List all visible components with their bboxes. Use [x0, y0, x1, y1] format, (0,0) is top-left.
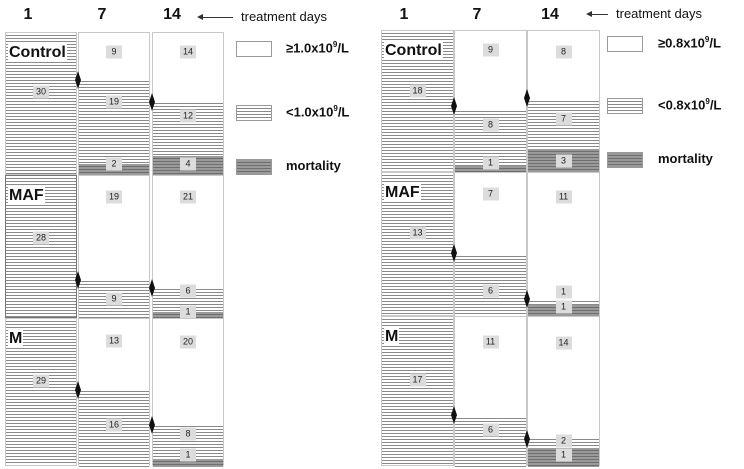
control-day1-low-count: 18	[409, 84, 426, 98]
group-label-m-right: M	[384, 328, 400, 346]
maf-day7-to-14-transition-marker	[524, 290, 530, 308]
legend-unit: /L	[337, 104, 350, 120]
m-day7-low-count: 6	[482, 423, 499, 437]
day-header-14-right: 14	[541, 6, 559, 23]
maf-day7-to-14-transition-marker	[149, 279, 155, 297]
legend-label-text: ≥0.8x10	[658, 35, 705, 51]
legend-exponent: 9	[333, 104, 338, 113]
m-day14-mortality-count: 1	[555, 448, 572, 462]
m-day14-normal-count: 20	[180, 335, 196, 349]
maf-day1-to-7-transition-marker	[75, 271, 81, 289]
maf-day1-to-7-transition-marker	[451, 244, 457, 262]
maf-day7-normal-count: 7	[482, 187, 499, 201]
control-day14-normal-count: 14	[180, 45, 196, 59]
legend-label-1-right: <0.8x109/L	[658, 97, 721, 112]
legend-unit: /L	[337, 40, 349, 56]
group-label-m-left: M	[8, 330, 24, 348]
control-day7-low-fill	[79, 79, 149, 164]
m-day7-normal-count: 13	[106, 334, 122, 348]
control-day7-to-14-transition-marker	[149, 93, 155, 111]
group-label-control-left: Control	[8, 44, 67, 62]
day-header-1-left: 1	[23, 6, 33, 23]
treatment-arrow-head-right	[586, 11, 592, 17]
maf-day14-normal-count: 11	[555, 190, 572, 204]
treatment-arrow-head-left	[197, 14, 203, 20]
legend-hatched-box-right	[607, 98, 643, 114]
legend-label-0-right: ≥0.8x109/L	[658, 35, 721, 50]
treatment-days-label-left: treatment days	[241, 9, 327, 24]
control-day14-normal-count: 8	[555, 45, 572, 59]
maf-day14-low-count: 6	[180, 284, 196, 298]
control-day7-mortality-count: 2	[106, 157, 122, 171]
maf-day14-mortality-count: 1	[555, 300, 572, 314]
legend-white-box-right	[607, 36, 643, 52]
m-day1-to-7-transition-marker	[75, 381, 81, 399]
legend-label-1-left: <1.0x109/L	[286, 104, 349, 119]
control-day7-low-count: 8	[482, 118, 499, 132]
legend-mortality-box-right	[607, 152, 643, 168]
control-day1-low-count: 30	[33, 85, 49, 99]
m-day7-to-14-transition-marker	[149, 416, 155, 434]
legend-exponent: 9	[704, 35, 710, 44]
control-day7-mortality-fill	[455, 166, 526, 173]
legend-label-2-right: mortality	[658, 151, 713, 166]
maf-day1-low-count: 28	[33, 231, 49, 245]
control-day7-to-14-transition-marker	[524, 89, 530, 107]
maf-day14-mortality-count: 1	[180, 305, 196, 319]
group-label-control-right: Control	[384, 42, 443, 60]
m-day14-mortality-fill	[153, 459, 223, 467]
legend-hatched-box-left	[236, 105, 272, 121]
treatment-arrow-line-left	[199, 17, 233, 18]
m-day1-low-count: 17	[409, 373, 426, 387]
m-day7-to-14-transition-marker	[524, 430, 530, 448]
maf-day7-normal-count: 19	[106, 190, 122, 204]
control-day14-low-count: 12	[180, 109, 196, 123]
m-day7-normal-count: 11	[482, 335, 499, 349]
legend-label-2-left: mortality	[286, 158, 341, 173]
m-day14-mortality-count: 1	[180, 448, 196, 462]
m-day7-column-left	[78, 318, 150, 467]
group-label-maf-right: MAF	[384, 184, 421, 202]
legend-exponent: 9	[705, 97, 710, 106]
control-day7-low-count: 19	[106, 95, 122, 109]
m-day14-low-count: 2	[555, 434, 572, 448]
legend-mortality-box-left	[236, 159, 272, 175]
m-day1-to-7-transition-marker	[451, 406, 457, 424]
day-header-7-right: 7	[472, 6, 482, 23]
control-day1-to-7-transition-marker	[75, 71, 81, 89]
maf-day14-normal-count: 21	[180, 190, 196, 204]
m-day1-low-count: 29	[33, 374, 49, 388]
treatment-days-label-right: treatment days	[616, 6, 702, 21]
legend-label-text: ≥1.0x10	[286, 40, 333, 56]
control-day7-normal-count: 9	[482, 43, 499, 57]
legend-label-text: <1.0x10	[286, 104, 334, 120]
legend-label-text: mortality	[286, 158, 341, 173]
day-header-1-right: 1	[399, 6, 409, 23]
legend-unit: /L	[709, 35, 721, 51]
treatment-arrow-line-right	[588, 14, 608, 15]
legend-label-0-left: ≥1.0x109/L	[286, 40, 349, 55]
legend-label-text: <0.8x10	[658, 97, 706, 113]
control-day14-mortality-count: 3	[555, 154, 572, 168]
maf-day7-low-count: 6	[482, 284, 499, 298]
m-day7-low-count: 16	[106, 418, 122, 432]
day-header-14-left: 14	[163, 6, 181, 23]
day-header-7-left: 7	[97, 6, 107, 23]
maf-day1-low-count: 13	[409, 226, 426, 240]
legend-label-text: mortality	[658, 151, 713, 166]
control-day7-mortality-count: 1	[482, 156, 499, 170]
group-label-maf-left: MAF	[8, 187, 45, 205]
m-day14-normal-count: 14	[555, 336, 572, 350]
legend-exponent: 9	[332, 40, 338, 49]
maf-day7-low-count: 9	[106, 292, 122, 306]
legend-unit: /L	[709, 97, 722, 113]
m-day14-low-count: 8	[180, 427, 196, 441]
control-day1-to-7-transition-marker	[451, 97, 457, 115]
maf-day14-low-count: 1	[555, 285, 572, 299]
control-day7-normal-count: 9	[106, 45, 122, 59]
control-day14-mortality-count: 4	[180, 157, 196, 171]
control-day14-low-count: 7	[555, 112, 572, 126]
legend-white-box-left	[236, 41, 272, 57]
